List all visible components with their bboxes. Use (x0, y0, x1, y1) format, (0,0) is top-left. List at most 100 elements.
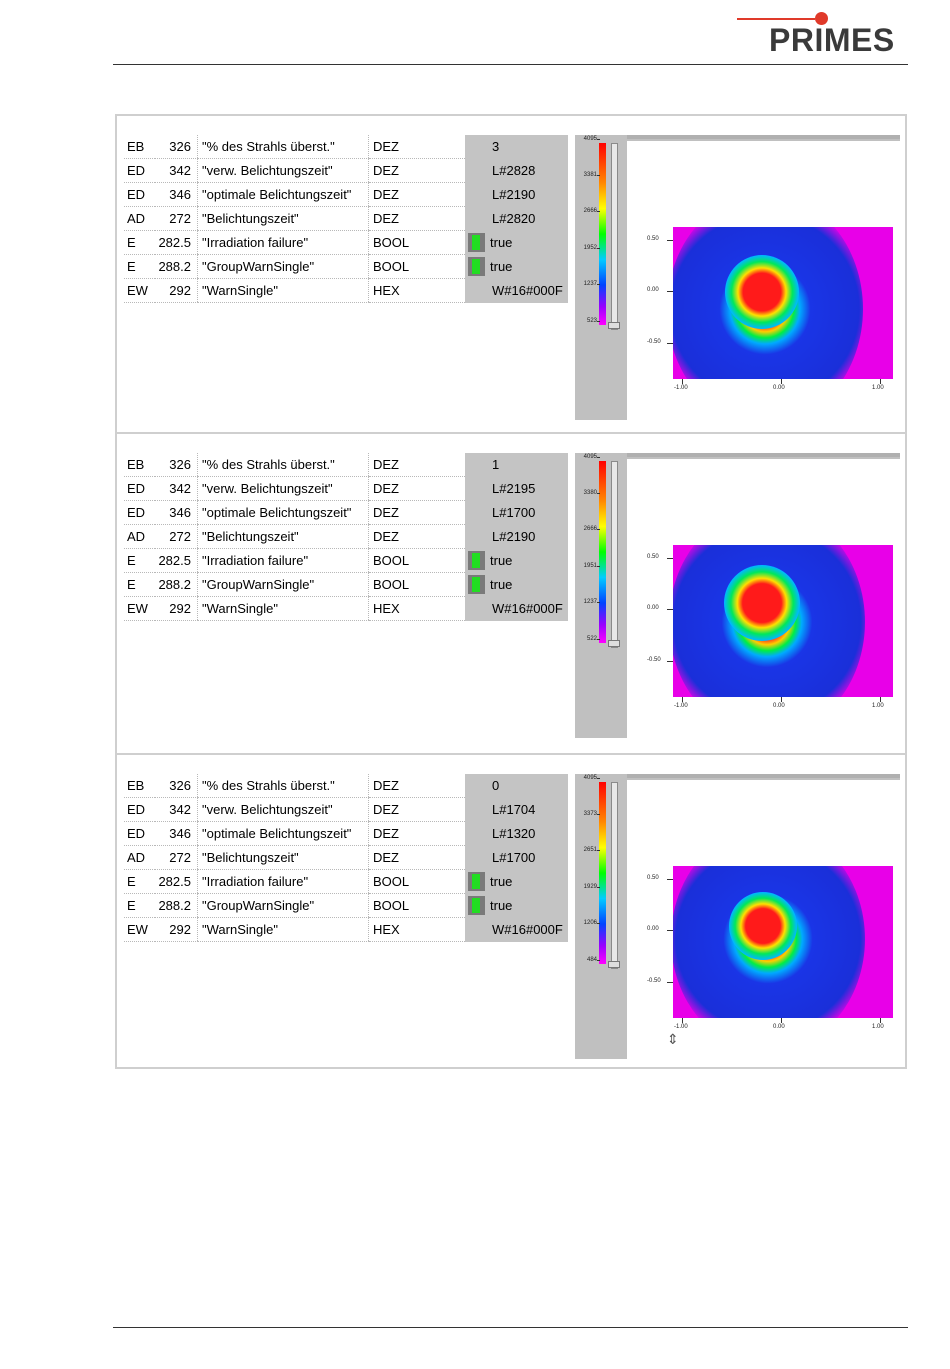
symbol-name: "Belichtungszeit" (197, 206, 369, 231)
color-scale-label: 4095 (583, 775, 597, 781)
table-row: E 288.2 "GroupWarnSingle" BOOL true (124, 572, 568, 597)
status-indicator-icon (468, 233, 485, 252)
x-axis-label: 0.00 (773, 703, 785, 709)
x-axis-tick (781, 379, 782, 384)
status-value: true (490, 235, 513, 250)
monitoring-figure: EB 326 "% des Strahls überst." DEZ 3 ED … (115, 114, 907, 1069)
color-scale-label: 1206 (583, 920, 597, 926)
status-value: true (490, 577, 513, 592)
beam-plot-area: 0.50 0.00 -0.50 -1.00 0.00 1.00 ⇕ (627, 780, 900, 1059)
status-value-cell[interactable]: true (465, 893, 568, 918)
symbol-name: "% des Strahls überst." (197, 135, 369, 159)
display-format: HEX (368, 596, 465, 621)
symbol-name: "% des Strahls überst." (197, 453, 369, 477)
x-axis-tick (682, 1018, 683, 1023)
footer-rule (113, 1327, 908, 1328)
color-scale-tick (597, 778, 600, 779)
color-scale-tick (597, 639, 600, 640)
status-value-cell[interactable]: L#2820 (465, 206, 568, 231)
table-row: ED 342 "verw. Belichtungszeit" DEZ L#219… (124, 476, 568, 501)
status-indicator-icon (468, 896, 485, 915)
threshold-slider-track[interactable] (611, 782, 618, 969)
display-format: BOOL (368, 572, 465, 597)
status-value-cell[interactable]: L#2195 (465, 476, 568, 501)
primes-logo: PRIMES (733, 8, 913, 60)
color-scale-tick (597, 493, 600, 494)
threshold-slider-thumb[interactable] (608, 322, 620, 329)
operand-address: 282.5 (155, 548, 198, 573)
y-axis-label: 0.00 (647, 926, 659, 932)
display-format: DEZ (368, 476, 465, 501)
color-scale-tick (597, 923, 600, 924)
status-value: 0 (492, 778, 500, 793)
color-scale-tick (597, 602, 600, 603)
x-axis-label: 1.00 (872, 703, 884, 709)
threshold-slider-thumb[interactable] (608, 640, 620, 647)
y-axis-tick (667, 661, 673, 662)
display-format: BOOL (368, 230, 465, 255)
color-scale-tick (597, 284, 600, 285)
status-value-cell[interactable]: L#2190 (465, 524, 568, 549)
status-value-cell[interactable]: L#1704 (465, 797, 568, 822)
threshold-slider-track[interactable] (611, 461, 618, 648)
status-value-cell[interactable]: W#16#000F (465, 596, 568, 621)
status-indicator-icon (468, 575, 485, 594)
panel-2: EB 326 "% des Strahls überst." DEZ 1 ED … (117, 432, 905, 750)
panel-3: EB 326 "% des Strahls überst." DEZ 0 ED … (117, 753, 905, 1067)
x-axis-label: 0.00 (773, 385, 785, 391)
symbol-name: "GroupWarnSingle" (197, 572, 369, 597)
status-value: L#2190 (492, 529, 536, 544)
status-value-cell[interactable]: true (465, 254, 568, 279)
color-scale-label: 4095 (583, 454, 597, 460)
status-value-cell[interactable]: true (465, 548, 568, 573)
threshold-slider-thumb[interactable] (608, 961, 620, 968)
symbol-name: "Irradiation failure" (197, 869, 369, 894)
display-format: DEZ (368, 206, 465, 231)
table-row: ED 342 "verw. Belichtungszeit" DEZ L#282… (124, 158, 568, 183)
operand-address: 326 (155, 453, 198, 477)
x-axis-tick (682, 379, 683, 384)
beam-plot-area: 0.50 0.00 -0.50 -1.00 0.00 1.00 (627, 141, 900, 420)
status-value-cell[interactable]: true (465, 230, 568, 255)
operand-address: 346 (155, 182, 198, 207)
status-value-cell[interactable]: L#2828 (465, 158, 568, 183)
status-value-cell[interactable]: L#1700 (465, 845, 568, 870)
color-scale-tick (597, 960, 600, 961)
logo-dot (815, 12, 828, 25)
operand-type: ED (124, 821, 155, 846)
status-value-cell[interactable]: L#1320 (465, 821, 568, 846)
color-scale-tick (597, 248, 600, 249)
color-scale-tick (597, 457, 600, 458)
beam-image-viewer: 4095 3381 2666 1952 1237 523 0.50 0.00 -… (575, 135, 900, 420)
x-axis-tick (880, 697, 881, 702)
header-rule (113, 64, 908, 65)
color-scale-label: 1952 (583, 245, 597, 251)
viewer-title-strip (627, 774, 900, 778)
status-value-cell[interactable]: 3 (465, 135, 568, 159)
table-row: AD 272 "Belichtungszeit" DEZ L#2190 (124, 524, 568, 549)
operand-address: 272 (155, 524, 198, 549)
status-value-cell[interactable]: W#16#000F (465, 917, 568, 942)
status-value: L#2195 (492, 481, 536, 496)
resize-vertical-icon[interactable]: ⇕ (667, 1031, 679, 1047)
status-value-cell[interactable]: L#1700 (465, 500, 568, 525)
symbol-name: "Irradiation failure" (197, 548, 369, 573)
table-row: EB 326 "% des Strahls überst." DEZ 0 (124, 774, 568, 798)
status-value-cell[interactable]: true (465, 572, 568, 597)
status-value-cell[interactable]: W#16#000F (465, 278, 568, 303)
color-scale-label: 1237 (583, 599, 597, 605)
color-scale-label: 484 (586, 957, 597, 963)
y-axis-label: 0.50 (647, 236, 659, 242)
color-scale-tick (597, 139, 600, 140)
status-value-cell[interactable]: L#2190 (465, 182, 568, 207)
status-value-cell[interactable]: true (465, 869, 568, 894)
status-value-cell[interactable]: 0 (465, 774, 568, 798)
status-value-cell[interactable]: 1 (465, 453, 568, 477)
color-scale-label: 1929 (583, 884, 597, 890)
symbol-name: "verw. Belichtungszeit" (197, 476, 369, 501)
threshold-slider-track[interactable] (611, 143, 618, 330)
operand-type: ED (124, 182, 155, 207)
table-row: ED 346 "optimale Belichtungszeit" DEZ L#… (124, 500, 568, 525)
symbol-name: "Belichtungszeit" (197, 845, 369, 870)
display-format: DEZ (368, 182, 465, 207)
